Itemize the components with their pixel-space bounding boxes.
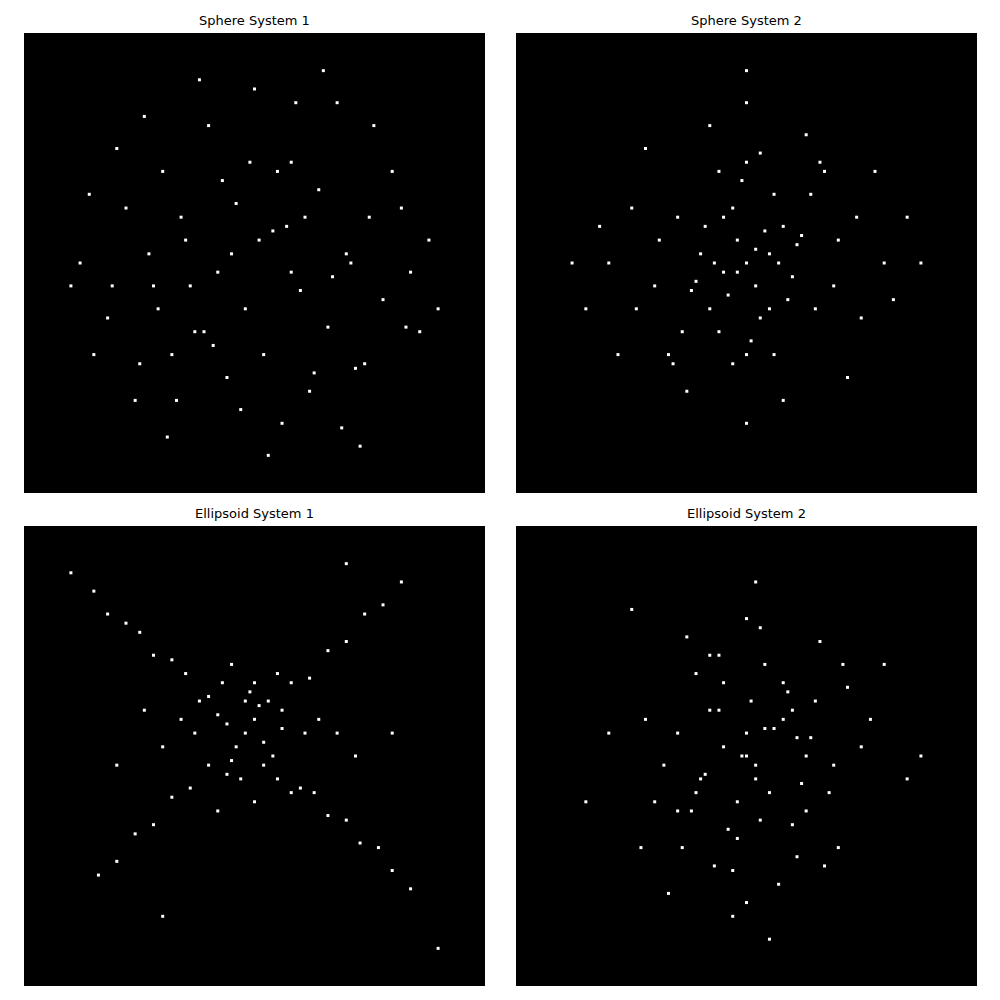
svg-text:Sphere System 1: Sphere System 1 (199, 13, 310, 28)
svg-text:Ellipsoid System 2: Ellipsoid System 2 (687, 506, 806, 521)
svg-text:Ellipsoid System 1: Ellipsoid System 1 (195, 506, 314, 521)
svg-text:Sphere System 2: Sphere System 2 (691, 13, 802, 28)
